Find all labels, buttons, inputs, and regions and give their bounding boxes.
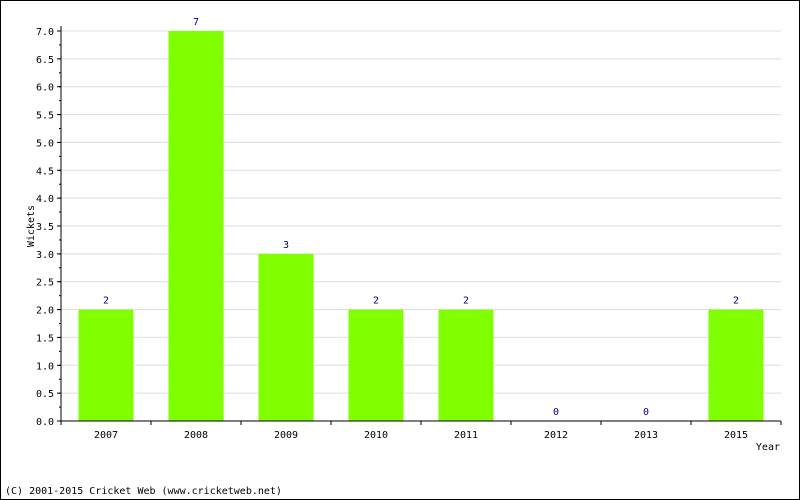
x-tick-label-2007: 2007 xyxy=(94,430,118,441)
bar-2007 xyxy=(78,309,134,421)
bar-2011 xyxy=(438,309,494,421)
y-tick-label: 1.0 xyxy=(36,361,54,372)
y-tick-label: 7.0 xyxy=(36,27,54,38)
data-label-2011: 2 xyxy=(463,296,469,307)
y-tick-label: 5.5 xyxy=(36,111,54,122)
y-tick-label: 0.0 xyxy=(36,417,54,428)
x-tick-label-2009: 2009 xyxy=(274,430,298,441)
y-tick-label: 6.5 xyxy=(36,55,54,66)
y-tick-label: 4.0 xyxy=(36,194,54,205)
y-tick-label: 2.5 xyxy=(36,278,54,289)
x-tick-label-2013: 2013 xyxy=(634,430,658,441)
y-tick-label: 4.5 xyxy=(36,166,54,177)
x-tick-label-2011: 2011 xyxy=(454,430,478,441)
data-labels: 2 7 3 2 2 0 0 2 xyxy=(103,17,739,418)
data-label-2009: 3 xyxy=(283,240,289,251)
data-label-2015: 2 xyxy=(733,296,739,307)
data-label-2007: 2 xyxy=(103,296,109,307)
axes: 0.0 0.5 1.0 1.5 2.0 2.5 3.0 3.5 4.0 4.5 5.0 5.5 6.0 6… xyxy=(36,26,782,441)
x-tick-label-2010: 2010 xyxy=(364,430,388,441)
y-tick-label: 1.5 xyxy=(36,333,54,344)
data-label-2012: 0 xyxy=(553,407,559,418)
data-label-2013: 0 xyxy=(643,407,649,418)
bar-2010 xyxy=(348,309,404,421)
y-axis-label: Wickets xyxy=(26,205,37,247)
x-tick-label-2015: 2015 xyxy=(724,430,748,441)
x-tick-label-2008: 2008 xyxy=(184,430,208,441)
y-tick-label: 5.0 xyxy=(36,138,54,149)
y-tick-label: 2.0 xyxy=(36,306,54,317)
data-label-2010: 2 xyxy=(373,296,379,307)
x-axis-label: Year xyxy=(756,442,780,453)
y-tick-label: 3.5 xyxy=(36,222,54,233)
y-tick-label: 0.5 xyxy=(36,389,54,400)
bar-2015 xyxy=(708,309,764,421)
data-label-2008: 7 xyxy=(193,17,199,28)
bar-2008 xyxy=(168,31,224,421)
y-tick-label: 3.0 xyxy=(36,250,54,261)
bars xyxy=(78,31,764,421)
bar-2009 xyxy=(258,253,314,421)
copyright-footer: (C) 2001-2015 Cricket Web (www.cricketwe… xyxy=(5,486,282,497)
y-tick-label: 6.0 xyxy=(36,83,54,94)
x-tick-label-2012: 2012 xyxy=(544,430,568,441)
